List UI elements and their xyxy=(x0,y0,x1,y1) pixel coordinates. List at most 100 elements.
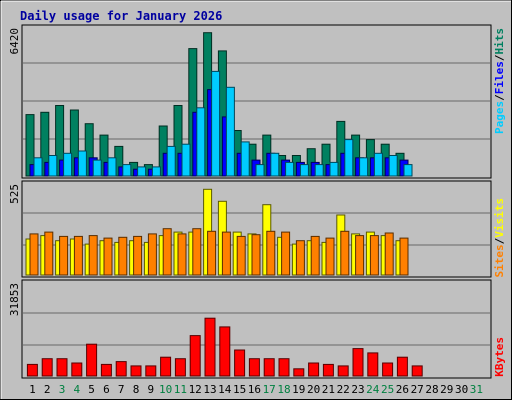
bar-kbytes-day-27 xyxy=(411,365,423,377)
bar-kbytes-day-19 xyxy=(293,368,305,377)
bar-kbytes-day-9 xyxy=(145,365,157,377)
x-tick-day-6: 6 xyxy=(103,383,110,396)
right-label-sep-1: / xyxy=(493,94,506,101)
bar-sites-day-8 xyxy=(133,235,143,276)
bar-kbytes-day-21 xyxy=(322,363,334,377)
bar-sites-day-1 xyxy=(29,233,39,276)
bar-sites-day-6 xyxy=(103,237,113,276)
right-label-kbytes-text: KBytes xyxy=(493,337,506,377)
x-tick-day-29: 29 xyxy=(440,383,453,396)
bar-sites-day-13 xyxy=(207,230,217,276)
x-tick-day-24: 24 xyxy=(366,383,380,396)
right-label-hits: Pages/Files/Hits xyxy=(493,28,506,134)
bar-kbytes-day-12 xyxy=(189,335,201,377)
x-tick-day-11: 11 xyxy=(174,383,187,396)
bar-sites-day-18 xyxy=(281,231,291,276)
x-tick-day-20: 20 xyxy=(307,383,320,396)
bar-kbytes-day-6 xyxy=(100,363,112,377)
x-tick-day-26: 26 xyxy=(396,383,409,396)
right-label-hits-text: Hits xyxy=(493,28,506,55)
bar-pages-day-1 xyxy=(33,157,43,177)
bar-sites-day-15 xyxy=(236,235,246,276)
x-tick-day-3: 3 xyxy=(59,383,66,396)
bar-sites-day-9 xyxy=(147,233,157,276)
bar-kbytes-day-3 xyxy=(56,358,68,377)
x-tick-day-8: 8 xyxy=(133,383,140,396)
right-label-sep-2: / xyxy=(493,54,506,61)
axis-max-hits: 6420 xyxy=(8,28,21,55)
x-tick-day-21: 21 xyxy=(322,383,335,396)
bar-pages-day-19 xyxy=(299,164,309,177)
right-label-sites: Sites xyxy=(493,244,506,277)
x-tick-labels: 1 2 3 4 5 6 7 8 9 10 11 12 13 14 15 16 17 18 19 20 21 22 23 24 2… xyxy=(29,383,483,396)
x-tick-day-9: 9 xyxy=(147,383,154,396)
bar-pages-day-16 xyxy=(255,164,265,177)
right-label-pages: Pages xyxy=(493,101,506,134)
x-tick-day-17: 17 xyxy=(263,383,276,396)
bar-kbytes-day-2 xyxy=(41,358,53,377)
bar-kbytes-day-23 xyxy=(352,348,364,377)
x-tick-day-4: 4 xyxy=(73,383,80,396)
bar-kbytes-day-24 xyxy=(367,352,379,377)
x-tick-day-10: 10 xyxy=(159,383,172,396)
x-tick-day-7: 7 xyxy=(118,383,125,396)
x-tick-day-1: 1 xyxy=(29,383,36,396)
bar-kbytes-day-10 xyxy=(160,356,172,377)
x-tick-day-12: 12 xyxy=(189,383,202,396)
bar-kbytes-day-7 xyxy=(115,361,127,377)
bar-pages-day-12 xyxy=(196,107,206,177)
bar-pages-day-18 xyxy=(285,161,295,177)
bar-kbytes-day-13 xyxy=(204,317,216,377)
right-label-files: Files xyxy=(493,61,506,94)
bar-pages-day-7 xyxy=(122,164,132,177)
x-tick-day-28: 28 xyxy=(425,383,438,396)
bar-pages-day-23 xyxy=(359,157,369,177)
bar-sites-day-23 xyxy=(355,235,365,276)
bar-sites-day-7 xyxy=(118,236,128,276)
bar-pages-day-5 xyxy=(92,159,102,177)
bar-pages-day-4 xyxy=(77,150,87,177)
bar-kbytes-day-1 xyxy=(26,363,38,377)
bar-kbytes-day-11 xyxy=(174,358,186,377)
right-label-hits-group: Pages/Files/Hits xyxy=(493,28,506,134)
right-label-visits-group: Sites/Visits xyxy=(493,198,506,278)
x-tick-day-16: 16 xyxy=(248,383,261,396)
bar-pages-day-24 xyxy=(373,152,383,177)
x-tick-day-13: 13 xyxy=(203,383,216,396)
x-tick-day-31: 31 xyxy=(470,383,483,396)
bar-kbytes-day-8 xyxy=(130,365,142,377)
bar-pages-day-3 xyxy=(63,152,73,177)
bar-pages-day-14 xyxy=(225,86,235,177)
right-label-visits-text: Visits xyxy=(493,198,506,238)
x-tick-day-18: 18 xyxy=(277,383,290,396)
bar-pages-day-2 xyxy=(48,155,58,177)
right-label-visits: Sites/Visits xyxy=(493,198,506,278)
bar-kbytes-day-25 xyxy=(382,362,394,377)
right-label-kbytes: KBytes xyxy=(493,337,506,377)
bar-kbytes-day-16 xyxy=(248,358,260,377)
bar-kbytes-day-15 xyxy=(234,349,246,377)
bar-pages-day-11 xyxy=(181,143,191,177)
x-tick-day-15: 15 xyxy=(233,383,246,396)
axis-max-visits: 525 xyxy=(8,184,21,204)
bar-pages-day-20 xyxy=(314,164,324,177)
bars xyxy=(25,32,423,377)
bar-kbytes-day-26 xyxy=(396,356,408,377)
x-tick-day-5: 5 xyxy=(88,383,95,396)
bar-pages-day-10 xyxy=(166,145,176,177)
bar-pages-day-6 xyxy=(107,157,117,177)
bar-sites-day-11 xyxy=(177,233,187,276)
bar-kbytes-day-22 xyxy=(337,365,349,377)
bar-sites-day-19 xyxy=(295,240,305,276)
bar-kbytes-day-18 xyxy=(278,358,290,377)
right-label-kbytes-group: KBytes xyxy=(493,337,506,377)
bar-pages-day-9 xyxy=(151,166,161,177)
bar-pages-day-8 xyxy=(137,166,147,177)
bar-sites-day-17 xyxy=(266,230,276,276)
bar-sites-day-25 xyxy=(384,232,394,276)
bar-sites-day-22 xyxy=(340,230,350,276)
bar-sites-day-21 xyxy=(325,237,335,276)
x-tick-day-23: 23 xyxy=(351,383,364,396)
bar-sites-day-2 xyxy=(44,231,54,276)
x-tick-day-27: 27 xyxy=(411,383,424,396)
